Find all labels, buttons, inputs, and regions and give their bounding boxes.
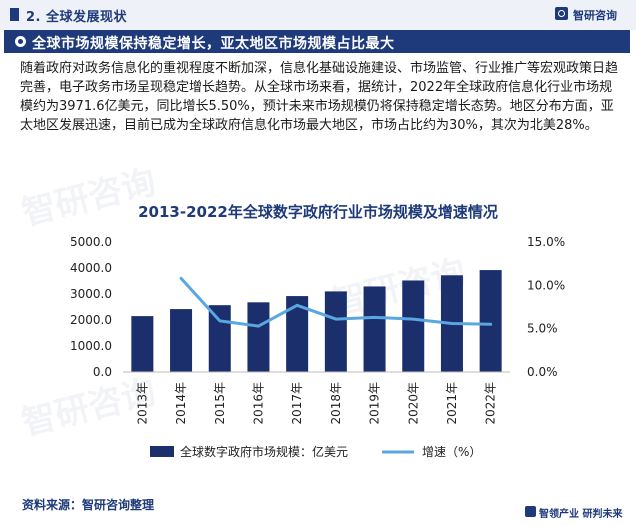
chart-title: 2013-2022年全球数字政府行业市场规模及增速情况 <box>138 203 498 221</box>
y-left-tick-label: 0.0 <box>93 365 112 379</box>
bar <box>131 316 154 372</box>
footer-logo-icon <box>525 506 536 517</box>
x-tick-label: 2019年 <box>368 382 382 425</box>
legend-bar-swatch <box>150 446 174 457</box>
section-marker <box>10 8 19 21</box>
y-left-tick-label: 4000.0 <box>70 261 112 275</box>
legend-bar-label: 全球数字政府市场规模：亿美元 <box>180 444 348 459</box>
growth-line <box>179 276 493 328</box>
headline: 全球市场规模保持稳定增长，亚太地区市场规模占比最大 <box>32 36 395 52</box>
bar <box>247 302 270 372</box>
bar <box>402 280 425 372</box>
y-right-tick-label: 0.0% <box>527 365 558 379</box>
x-tick-label: 2020年 <box>406 382 420 425</box>
x-tick-label: 2022年 <box>484 382 498 425</box>
section-title: 2. 全球发展现状 <box>26 10 128 25</box>
footer-slogan: 智领产业 研判未来 <box>539 509 623 520</box>
y-left-tick-label: 5000.0 <box>70 235 112 249</box>
bar <box>208 305 231 372</box>
top-bar: 2. 全球发展现状 智研咨询 <box>0 0 636 30</box>
x-tick-label: 2016年 <box>251 382 265 425</box>
y-left-tick-label: 1000.0 <box>70 339 112 353</box>
y-right-tick-label: 5.0% <box>527 322 558 336</box>
y-right-tick-label: 15.0% <box>527 235 565 249</box>
bar <box>324 291 347 372</box>
x-tick-label: 2021年 <box>445 382 459 425</box>
bar <box>479 270 502 372</box>
bar <box>286 296 309 372</box>
x-tick-label: 2014年 <box>174 382 188 425</box>
source-note: 资料来源：智研咨询整理 <box>22 498 155 512</box>
x-tick-label: 2015年 <box>213 382 227 425</box>
bar <box>363 286 386 372</box>
body-paragraph: 随着政府对政务信息化的重视程度不断加深，信息化基础设施建设、市场监管、行业推广等… <box>20 61 619 133</box>
y-left-tick-label: 2000.0 <box>70 313 112 327</box>
y-right-tick-label: 10.0% <box>527 278 565 292</box>
y-left-tick-label: 3000.0 <box>70 287 112 301</box>
brand-logo-icon <box>555 7 568 20</box>
x-tick-label: 2017年 <box>290 382 304 425</box>
legend-line-label: 增速（%） <box>422 445 481 459</box>
bar <box>170 309 193 372</box>
x-tick-label: 2018年 <box>329 382 343 425</box>
headline-bar: 全球市场规模保持稳定增长，亚太地区市场规模占比最大 <box>4 30 630 53</box>
bullet-icon <box>15 36 26 47</box>
x-tick-label: 2013年 <box>135 382 149 425</box>
brand-name: 智研咨询 <box>573 9 617 22</box>
